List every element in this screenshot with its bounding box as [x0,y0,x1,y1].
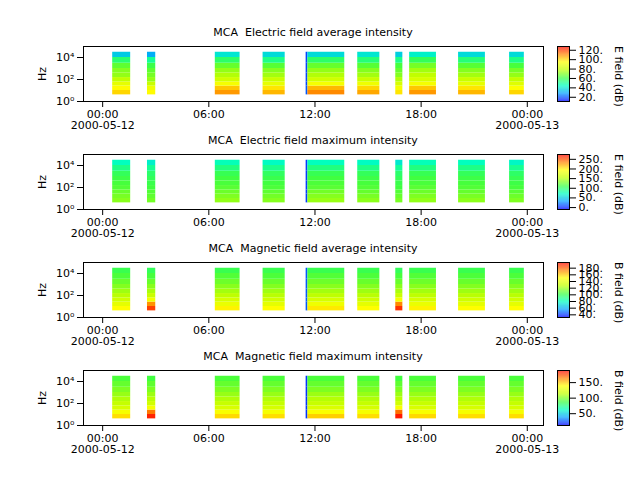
svg-text:18:00: 18:00 [405,324,437,337]
svg-text:140.: 140. [578,275,603,288]
svg-text:00:002000-05-13: 00:002000-05-13 [495,216,559,240]
svg-text:00:002000-05-12: 00:002000-05-12 [71,108,135,132]
svg-text:12:00: 12:00 [299,216,331,229]
svg-text:180.: 180. [579,262,604,275]
svg-text:40.: 40. [578,308,596,322]
svg-text:10⁰: 10⁰ [56,95,75,108]
svg-text:80.: 80. [578,62,596,76]
svg-text:12:00: 12:00 [299,108,331,121]
svg-text:100.: 100. [578,53,603,67]
svg-text:10⁴: 10⁴ [56,267,75,280]
svg-text:06:00: 06:00 [193,432,225,445]
svg-text:10⁴: 10⁴ [56,159,75,172]
html-text:E field (dB): E field (dB) [612,154,625,215]
svg-text:00:002000-05-13: 00:002000-05-13 [495,108,559,132]
svg-text:120.: 120. [578,281,603,295]
svg-text:18:00: 18:00 [405,216,437,229]
svg-text:Hz: Hz [36,391,49,405]
svg-text:12:00: 12:00 [299,432,331,445]
svg-text:06:00: 06:00 [193,108,225,121]
svg-text:00:002000-05-12: 00:002000-05-12 [71,324,135,348]
svg-text:250.: 250. [579,153,604,166]
svg-text:160.: 160. [578,268,603,282]
svg-text:18:00: 18:00 [405,432,437,445]
svg-text:10⁴: 10⁴ [56,375,75,388]
svg-text:06:00: 06:00 [193,216,225,229]
svg-text:40.: 40. [578,81,596,95]
svg-text:80.: 80. [578,295,596,308]
html-text:E field (dB): E field (dB) [612,46,625,107]
svg-text:100.: 100. [578,288,603,302]
svg-text:100.: 100. [578,181,603,195]
svg-text:200.: 200. [578,162,603,176]
svg-text:06:00: 06:00 [193,324,225,337]
svg-text:50.: 50. [579,407,597,420]
svg-text:10²: 10² [56,73,74,86]
svg-text:00:002000-05-13: 00:002000-05-13 [495,432,559,456]
svg-text:50.: 50. [578,191,596,205]
svg-text:60.: 60. [578,301,596,315]
svg-text:Hz: Hz [36,67,49,81]
svg-text:10²: 10² [56,181,74,194]
svg-text:10⁰: 10⁰ [56,311,75,324]
svg-text:Hz: Hz [36,175,49,189]
svg-text:00:002000-05-12: 00:002000-05-12 [71,432,135,456]
svg-text:10²: 10² [56,289,74,302]
html-text:B field (dB): B field (dB) [612,262,625,324]
svg-text:150.: 150. [579,376,604,389]
html-text:MCA Electric field maximum int: MCA Electric field maximum intensity [208,134,418,147]
svg-text:150.: 150. [578,172,603,186]
svg-text:10⁴: 10⁴ [56,51,75,64]
svg-text:18:00: 18:00 [405,108,437,121]
svg-text:10⁰: 10⁰ [56,419,75,432]
svg-text:120.: 120. [579,44,604,57]
svg-text:60.: 60. [578,72,596,85]
html-text:MCA Magnetic field maximum int: MCA Magnetic field maximum intensity [203,350,423,363]
html-text:MCA Electric field average int: MCA Electric field average intensity [213,26,413,39]
svg-text:00:002000-05-13: 00:002000-05-13 [495,324,559,348]
svg-text:10⁰: 10⁰ [56,203,75,216]
html-text:B field (dB): B field (dB) [612,370,625,432]
svg-text:100.: 100. [579,392,604,405]
svg-text:12:00: 12:00 [299,324,331,337]
svg-text:0.: 0. [578,201,589,215]
svg-text:20.: 20. [578,90,596,104]
svg-text:Hz: Hz [36,283,49,297]
svg-text:00:002000-05-12: 00:002000-05-12 [71,216,135,240]
svg-text:10²: 10² [56,397,74,410]
html-text:MCA Magnetic field average int: MCA Magnetic field average intensity [208,242,418,255]
